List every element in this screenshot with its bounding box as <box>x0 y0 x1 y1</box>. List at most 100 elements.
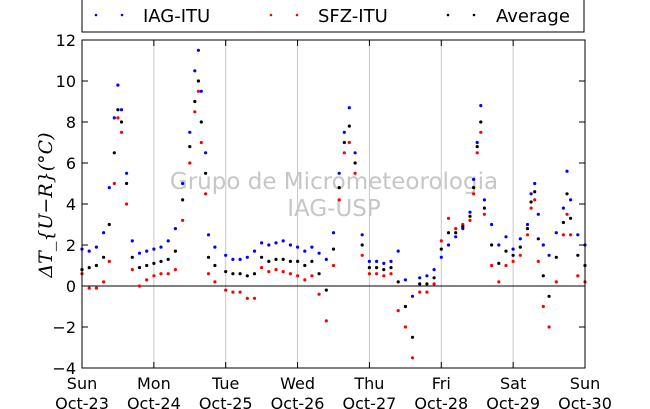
point-sfz-itu-69 <box>525 233 530 237</box>
point-average-32 <box>281 257 285 261</box>
point-average-66 <box>504 249 508 253</box>
point-iag-itu-15 <box>173 227 177 231</box>
x-tick-day-0: Sun <box>67 374 97 393</box>
point-sfz-itu-49 <box>396 309 400 313</box>
point-sfz-itu-26 <box>238 290 242 294</box>
point-average-19 <box>196 79 200 83</box>
x-tick-day-6: Sat <box>500 374 526 393</box>
point-iag-itu-21 <box>204 151 208 155</box>
point-iag-itu-60 <box>472 177 476 181</box>
point-iag-itu-27 <box>245 255 249 259</box>
point-average-76 <box>561 220 566 225</box>
point-average-62 <box>479 120 483 124</box>
point-sfz-itu-64 <box>490 263 494 268</box>
y-tick-label-6: 8 <box>66 113 76 132</box>
point-iag-itu-76 <box>561 206 566 210</box>
point-iag-itu-64 <box>490 222 494 227</box>
point-average-10 <box>137 266 142 270</box>
point-sfz-itu-2 <box>94 286 98 290</box>
point-sfz-itu-59 <box>468 218 472 222</box>
point-iag-itu-16 <box>181 181 185 186</box>
point-sfz-itu-34 <box>296 274 300 278</box>
point-average-52 <box>418 282 422 286</box>
point-average-3 <box>102 255 106 259</box>
y-tick-label-8: 12 <box>56 31 76 50</box>
point-average-37 <box>317 272 321 276</box>
legend-marker-iag-itu-2 <box>120 13 124 17</box>
point-sfz-itu-32 <box>281 270 285 274</box>
x-tick-date-2: Oct-25 <box>199 394 253 409</box>
point-sfz-itu-73 <box>541 304 545 309</box>
x-tick-date-1: Oct-24 <box>127 394 181 409</box>
point-iag-itu-62 <box>479 104 483 108</box>
legend-marker-iag-itu-1 <box>94 13 98 17</box>
point-average-75 <box>554 255 558 259</box>
point-sfz-itu-7 <box>119 130 124 134</box>
point-average-20 <box>199 120 203 124</box>
point-sfz-itu-20 <box>199 140 203 145</box>
grid-lines <box>153 40 514 368</box>
point-iag-itu-43 <box>353 151 357 155</box>
point-sfz-itu-12 <box>152 274 156 278</box>
point-average-28 <box>252 272 257 276</box>
point-sfz-itu-50 <box>403 325 407 329</box>
point-iag-itu-68 <box>518 237 522 241</box>
y-tick-label-1: −2 <box>52 318 76 337</box>
point-sfz-itu-48 <box>389 272 393 276</box>
point-average-22 <box>206 255 211 259</box>
point-iag-itu-36 <box>310 245 314 249</box>
point-sfz-itu-23 <box>213 280 217 284</box>
point-sfz-itu-47 <box>382 274 386 278</box>
point-iag-itu-47 <box>382 261 386 265</box>
point-iag-itu-48 <box>389 259 393 263</box>
point-sfz-itu-52 <box>418 290 422 294</box>
point-sfz-itu-61 <box>475 151 479 155</box>
point-iag-itu-75 <box>554 231 558 235</box>
series-average <box>80 79 587 339</box>
point-sfz-itu-41 <box>342 151 346 155</box>
point-average-16 <box>181 198 185 202</box>
point-average-2 <box>94 263 98 268</box>
point-average-17 <box>188 145 192 149</box>
point-sfz-itu-11 <box>145 278 149 282</box>
point-average-50 <box>403 304 407 309</box>
point-iag-itu-7 <box>119 108 124 112</box>
point-sfz-itu-70 <box>529 206 533 210</box>
x-tick-date-0: Oct-23 <box>55 394 109 409</box>
point-sfz-itu-67 <box>511 259 515 263</box>
point-sfz-itu-40 <box>337 198 341 202</box>
point-average-49 <box>396 280 400 284</box>
y-tick-label-4: 4 <box>66 195 76 214</box>
point-sfz-itu-8 <box>125 202 129 206</box>
point-iag-itu-5 <box>112 116 116 120</box>
point-iag-itu-71 <box>533 181 537 186</box>
point-sfz-itu-30 <box>267 270 271 274</box>
point-average-25 <box>231 272 235 276</box>
point-iag-itu-35 <box>303 249 307 253</box>
y-tick-label-7: 10 <box>56 72 76 91</box>
point-sfz-itu-17 <box>188 161 192 165</box>
point-iag-itu-10 <box>137 251 142 255</box>
point-iag-itu-29 <box>260 241 264 245</box>
point-iag-itu-32 <box>281 239 285 243</box>
point-average-33 <box>288 259 292 263</box>
point-iag-itu-39 <box>331 231 336 235</box>
point-iag-itu-40 <box>337 171 341 175</box>
point-sfz-itu-1 <box>87 286 91 290</box>
point-iag-itu-69 <box>525 222 530 227</box>
point-sfz-itu-29 <box>260 266 264 270</box>
point-iag-itu-6 <box>116 83 120 87</box>
point-average-65 <box>497 261 501 265</box>
point-sfz-itu-39 <box>331 263 336 268</box>
point-sfz-itu-42 <box>347 140 351 145</box>
point-average-18 <box>193 99 197 104</box>
legend: IAG-ITU SFZ-ITU Average <box>81 0 585 33</box>
point-sfz-itu-63 <box>482 212 486 216</box>
point-sfz-itu-53 <box>425 290 429 294</box>
point-sfz-itu-21 <box>204 192 208 196</box>
point-sfz-itu-3 <box>102 280 106 284</box>
point-iag-itu-51 <box>410 294 415 298</box>
point-average-24 <box>224 270 228 274</box>
point-iag-itu-49 <box>396 249 400 253</box>
point-average-6 <box>116 108 120 112</box>
